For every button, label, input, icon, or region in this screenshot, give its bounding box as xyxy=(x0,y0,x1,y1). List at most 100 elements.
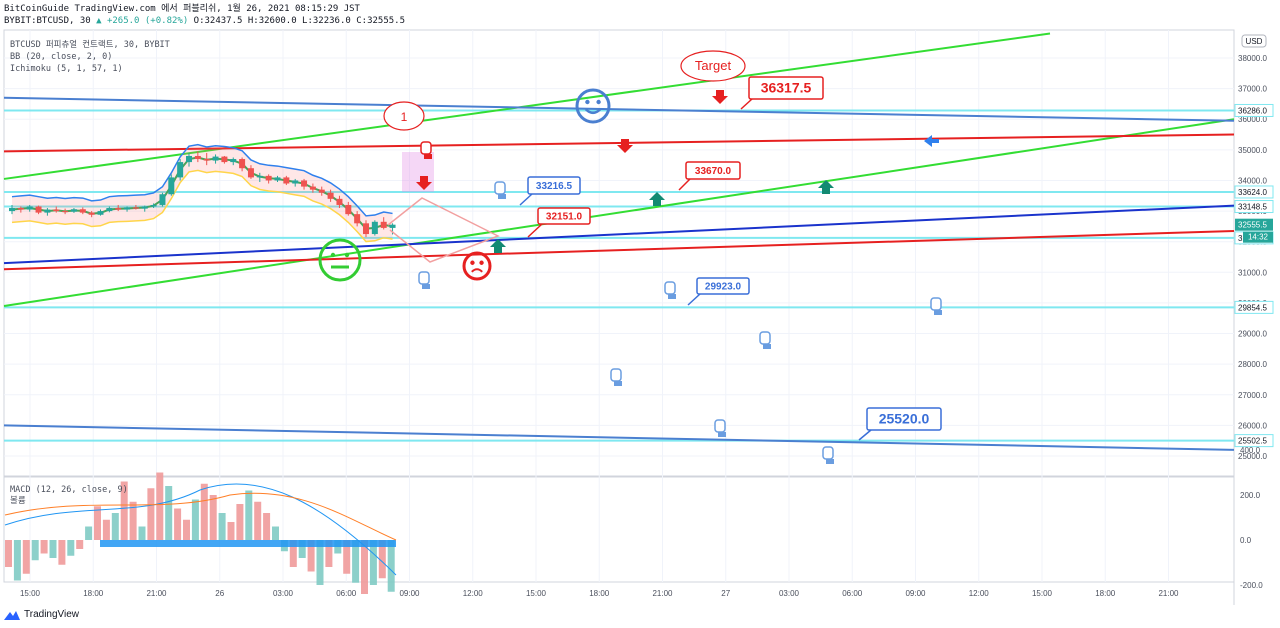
macd-pane[interactable] xyxy=(3,476,1235,583)
pointing-hand-icon-cuff xyxy=(498,194,506,199)
candle-body xyxy=(26,206,33,210)
callout-33670-label: 33670.0 xyxy=(695,166,732,177)
indicator-legend: BTCUSD 퍼피츄얼 컨트랙트, 30, BYBIT BB (20, clos… xyxy=(10,39,170,75)
green-channel-lower xyxy=(3,118,1235,307)
callout-29923-box xyxy=(696,277,750,295)
candle-body xyxy=(88,212,95,215)
red-trend-lower xyxy=(3,229,1235,271)
time-tick-label: 18:00 xyxy=(83,589,104,598)
symbol-label: BYBIT:BTCUSD, 30 xyxy=(4,16,91,26)
callout-33216-box xyxy=(527,176,581,195)
macd-signal-band xyxy=(100,540,396,547)
macd-bar xyxy=(120,481,128,540)
price-axis[interactable]: 25000.026000.027000.028000.029000.030000… xyxy=(1234,54,1274,461)
callout-36317-box xyxy=(748,76,824,100)
candle-body xyxy=(203,159,210,161)
candle-body xyxy=(150,204,157,207)
candle-body xyxy=(292,180,299,184)
pointing-hand-icon-cuff xyxy=(934,310,942,315)
candle-body xyxy=(371,221,378,235)
level-badge xyxy=(1234,200,1274,214)
publish-header: BitCoinGuide TradingView.com 에서 퍼블리쉬, 1월… xyxy=(4,4,360,14)
callout-33216-leader xyxy=(519,193,533,206)
macd-bar xyxy=(156,472,164,540)
macd-legend-sub: 볼륨 xyxy=(10,496,26,506)
time-tick-label: 15:00 xyxy=(526,589,547,598)
macd-bar xyxy=(174,508,182,540)
candle-body xyxy=(247,168,254,178)
macd-bar xyxy=(272,526,279,540)
price-tick-label: 38000.0 xyxy=(1238,54,1267,63)
pointing-hand-icon-cuff xyxy=(668,294,676,299)
neutral-face-icon-eye xyxy=(330,252,336,258)
candle-body xyxy=(265,175,272,181)
tradingview-footer[interactable]: TradingView xyxy=(4,609,79,620)
candle-body xyxy=(132,207,139,209)
candle-body xyxy=(97,211,104,215)
callout-32151-box xyxy=(537,207,591,225)
time-tick-label: 09:00 xyxy=(399,589,420,598)
steel-trend-upper xyxy=(3,96,1235,122)
pointing-hand-icon-cuff xyxy=(422,284,430,289)
time-axis[interactable]: 15:00 18:00 21:00 26 03:00 06:00 09:00 12:00 15:… xyxy=(20,589,1179,598)
time-tick-label: 06:00 xyxy=(336,589,357,598)
macd-bar xyxy=(369,540,377,585)
trend-lines xyxy=(3,32,1235,451)
happy-face-icon-eye xyxy=(585,99,590,105)
level-badge xyxy=(1234,434,1274,448)
legend-ichimoku[interactable]: Ichimoku (5, 1, 57, 1) xyxy=(10,64,123,74)
candle-body xyxy=(212,156,219,161)
macd-histogram xyxy=(4,472,397,594)
macd-line xyxy=(4,483,397,576)
countdown-badge xyxy=(1243,231,1273,243)
tradingview-logo-icon xyxy=(4,610,20,620)
candle-body xyxy=(17,208,24,210)
time-tick-label: 06:00 xyxy=(842,589,863,598)
candle-body xyxy=(327,192,334,199)
currency-label: USD xyxy=(1246,37,1263,46)
happy-face-icon xyxy=(575,88,611,124)
callout-29923-label: 29923.0 xyxy=(705,281,742,292)
time-tick-label: 12:00 xyxy=(969,589,990,598)
level-badge-label: 36286.0 xyxy=(1238,106,1267,115)
footer-brand: TradingView xyxy=(24,609,80,620)
macd-tick-label: 0.0 xyxy=(1240,536,1252,545)
time-tick-label: 09:00 xyxy=(905,589,926,598)
macd-legend-title[interactable]: MACD (12, 26, close, 9) xyxy=(10,485,128,495)
pointing-hand-icon xyxy=(420,141,432,155)
macd-bar xyxy=(76,540,84,549)
pointing-hand-icon xyxy=(759,331,771,345)
pointing-hand-icon xyxy=(822,446,834,460)
legend-bb[interactable]: BB (20, close, 2, 0) xyxy=(10,52,113,62)
projection-path xyxy=(387,197,500,263)
macd-bar xyxy=(254,501,262,540)
macd-bar xyxy=(227,522,235,540)
main-pane[interactable] xyxy=(3,29,1235,477)
target-bubble-label: Target xyxy=(695,58,732,73)
candle-body xyxy=(345,204,352,215)
macd-bar xyxy=(147,488,155,540)
price-change: ▲ +265.0 (+0.82%) xyxy=(96,16,189,26)
price-tick-label: 36000.0 xyxy=(1238,115,1267,124)
candle-body xyxy=(70,209,77,212)
symbol-ohlc-bar: BYBIT:BTCUSD, 30 ▲ +265.0 (+0.82%) O:324… xyxy=(4,16,405,27)
blue-trend xyxy=(3,204,1235,265)
down-arrow-icon xyxy=(416,176,432,190)
level-badge-label: 25502.5 xyxy=(1238,437,1267,446)
level-badge xyxy=(1234,185,1274,199)
currency-badge[interactable] xyxy=(1241,34,1267,48)
macd-bar xyxy=(31,540,39,561)
legend-title: BTCUSD 퍼피츄얼 컨트랙트, 30, BYBIT xyxy=(10,40,170,50)
macd-legend: MACD (12, 26, close, 9) 볼륨 xyxy=(10,485,128,507)
candle-body xyxy=(79,209,86,213)
target-bubble xyxy=(680,50,746,82)
time-tick-label: 15:00 xyxy=(1032,589,1053,598)
candle-body xyxy=(35,206,42,213)
candle-body xyxy=(53,209,60,212)
pointing-hand-icon-cuff xyxy=(718,432,726,437)
candle-body xyxy=(62,211,69,213)
callout-36317-label: 36317.5 xyxy=(761,80,812,96)
time-tick-label: 21:00 xyxy=(146,589,167,598)
level-badge-label: 33148.5 xyxy=(1238,203,1267,212)
